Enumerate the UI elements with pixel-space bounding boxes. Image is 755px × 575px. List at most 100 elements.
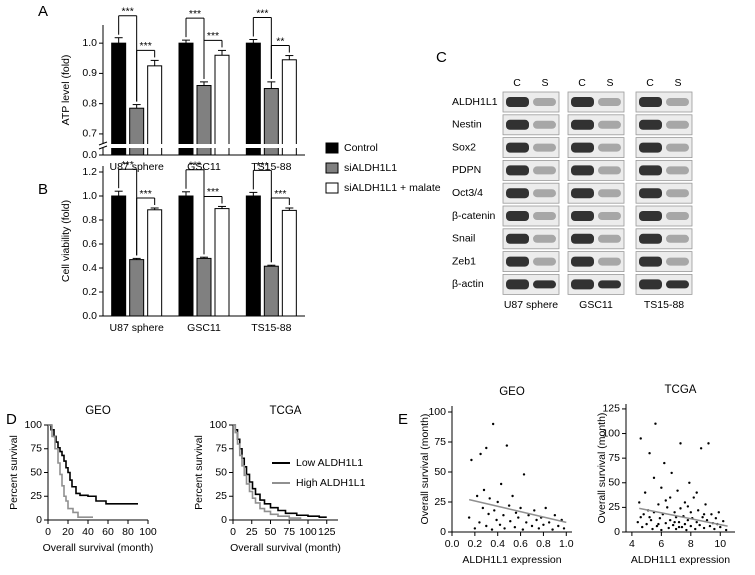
point (533, 509, 536, 512)
x-tick-label: 1.0 (559, 538, 574, 550)
cell-line-label: U87 sphere (504, 299, 558, 311)
point (473, 527, 477, 530)
band (533, 98, 556, 106)
point (478, 521, 481, 524)
x-tick-label: 100 (299, 526, 317, 538)
point (648, 452, 651, 455)
y-tick-label: 25 (215, 490, 227, 502)
y-tick-label: 1.0 (82, 37, 97, 49)
x-axis-label: ALDH1L1 expression (462, 554, 561, 566)
x-tick-label: 0.4 (490, 538, 505, 550)
bar (147, 65, 163, 156)
point (683, 522, 687, 526)
chart-title: TCGA (665, 384, 697, 396)
point (491, 422, 495, 426)
legend-label: siALDH1L1 (344, 162, 397, 174)
band (506, 211, 529, 221)
point (704, 503, 707, 506)
axis-break (98, 145, 108, 150)
point (676, 489, 679, 492)
y-tick-label: 125 (602, 403, 620, 415)
band (639, 211, 662, 221)
band (533, 280, 556, 289)
point (557, 524, 560, 528)
protein-label: Nestin (452, 119, 482, 131)
x-tick-label: 6 (658, 538, 664, 550)
lane-label: S (606, 77, 613, 89)
y-tick-label: 0.4 (82, 262, 97, 274)
band (533, 189, 556, 198)
x-tick-label: 0 (230, 526, 236, 538)
point (664, 499, 667, 502)
point (493, 509, 496, 512)
protein-label: ALDH1L1 (452, 96, 498, 108)
band (639, 142, 662, 153)
x-axis-label: ALDH1L1 expression (631, 554, 730, 566)
legend-label: siALDH1L1 + malate (344, 182, 441, 194)
band (506, 279, 529, 290)
point (657, 503, 660, 506)
point (649, 518, 653, 522)
bar (214, 54, 230, 156)
point (527, 514, 530, 517)
protein-label: Zeb1 (452, 255, 476, 267)
point (482, 488, 486, 492)
y-tick-label: 0.7 (82, 128, 97, 140)
axis-break (244, 144, 299, 148)
point (696, 509, 700, 512)
point (498, 523, 502, 526)
band (639, 256, 662, 267)
point (698, 523, 701, 527)
point (694, 527, 697, 531)
point (668, 518, 672, 522)
bar (178, 42, 194, 156)
x-tick-label: 60 (102, 526, 114, 538)
point (517, 516, 520, 519)
survival-curve (233, 424, 327, 518)
point (525, 521, 528, 524)
point (522, 473, 526, 476)
band (639, 97, 662, 107)
point (685, 528, 688, 532)
point (544, 506, 547, 510)
x-axis-label: Overall survival (month) (230, 542, 341, 554)
significance-label: *** (274, 188, 286, 200)
chart-title: GEO (85, 405, 111, 417)
bar (196, 257, 212, 317)
point (519, 506, 522, 510)
band (533, 234, 556, 243)
y-tick-label: 50 (434, 466, 446, 478)
band (506, 119, 529, 130)
y-tick-label: 0.6 (82, 238, 97, 250)
point (679, 507, 682, 510)
band (598, 120, 621, 129)
x-tick-label: 4 (629, 538, 635, 550)
band (571, 279, 594, 290)
band (506, 165, 529, 176)
point (643, 491, 647, 494)
x-tick-label: 0.0 (445, 538, 460, 550)
point (688, 481, 691, 484)
band (598, 234, 621, 243)
x-tick-label: 8 (688, 538, 694, 550)
point (562, 527, 566, 530)
y-tick-label: 25 (30, 490, 42, 502)
band (571, 97, 594, 107)
band (598, 143, 621, 152)
point (719, 525, 722, 529)
band (598, 98, 621, 106)
point (660, 528, 663, 532)
trend-line (639, 507, 728, 527)
lane-label: C (578, 77, 586, 89)
y-tick-label: 0.9 (82, 67, 97, 79)
cell-line-label: GSC11 (579, 299, 613, 311)
point (655, 524, 659, 528)
panel-label: E (398, 411, 408, 428)
band (598, 166, 621, 175)
point (654, 422, 657, 425)
point (470, 458, 473, 462)
y-tick-label: 50 (30, 466, 42, 478)
y-axis-label: Overall survival (month) (596, 413, 608, 524)
point (668, 496, 672, 499)
point (547, 521, 551, 524)
